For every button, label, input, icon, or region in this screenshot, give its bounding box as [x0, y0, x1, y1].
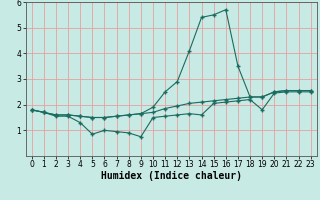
X-axis label: Humidex (Indice chaleur): Humidex (Indice chaleur) [101, 171, 242, 181]
